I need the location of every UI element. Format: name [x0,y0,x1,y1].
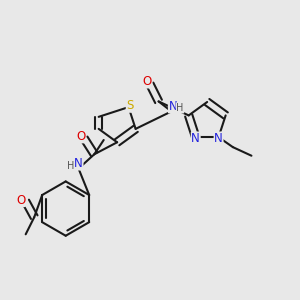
Text: N: N [214,132,223,145]
Text: O: O [142,75,152,88]
Text: N: N [191,132,200,145]
Text: N: N [74,157,83,170]
Text: N: N [169,100,177,113]
Text: S: S [126,99,134,112]
Text: H: H [67,161,74,171]
Text: H: H [176,103,184,113]
Text: O: O [16,194,25,206]
Text: O: O [76,130,86,143]
